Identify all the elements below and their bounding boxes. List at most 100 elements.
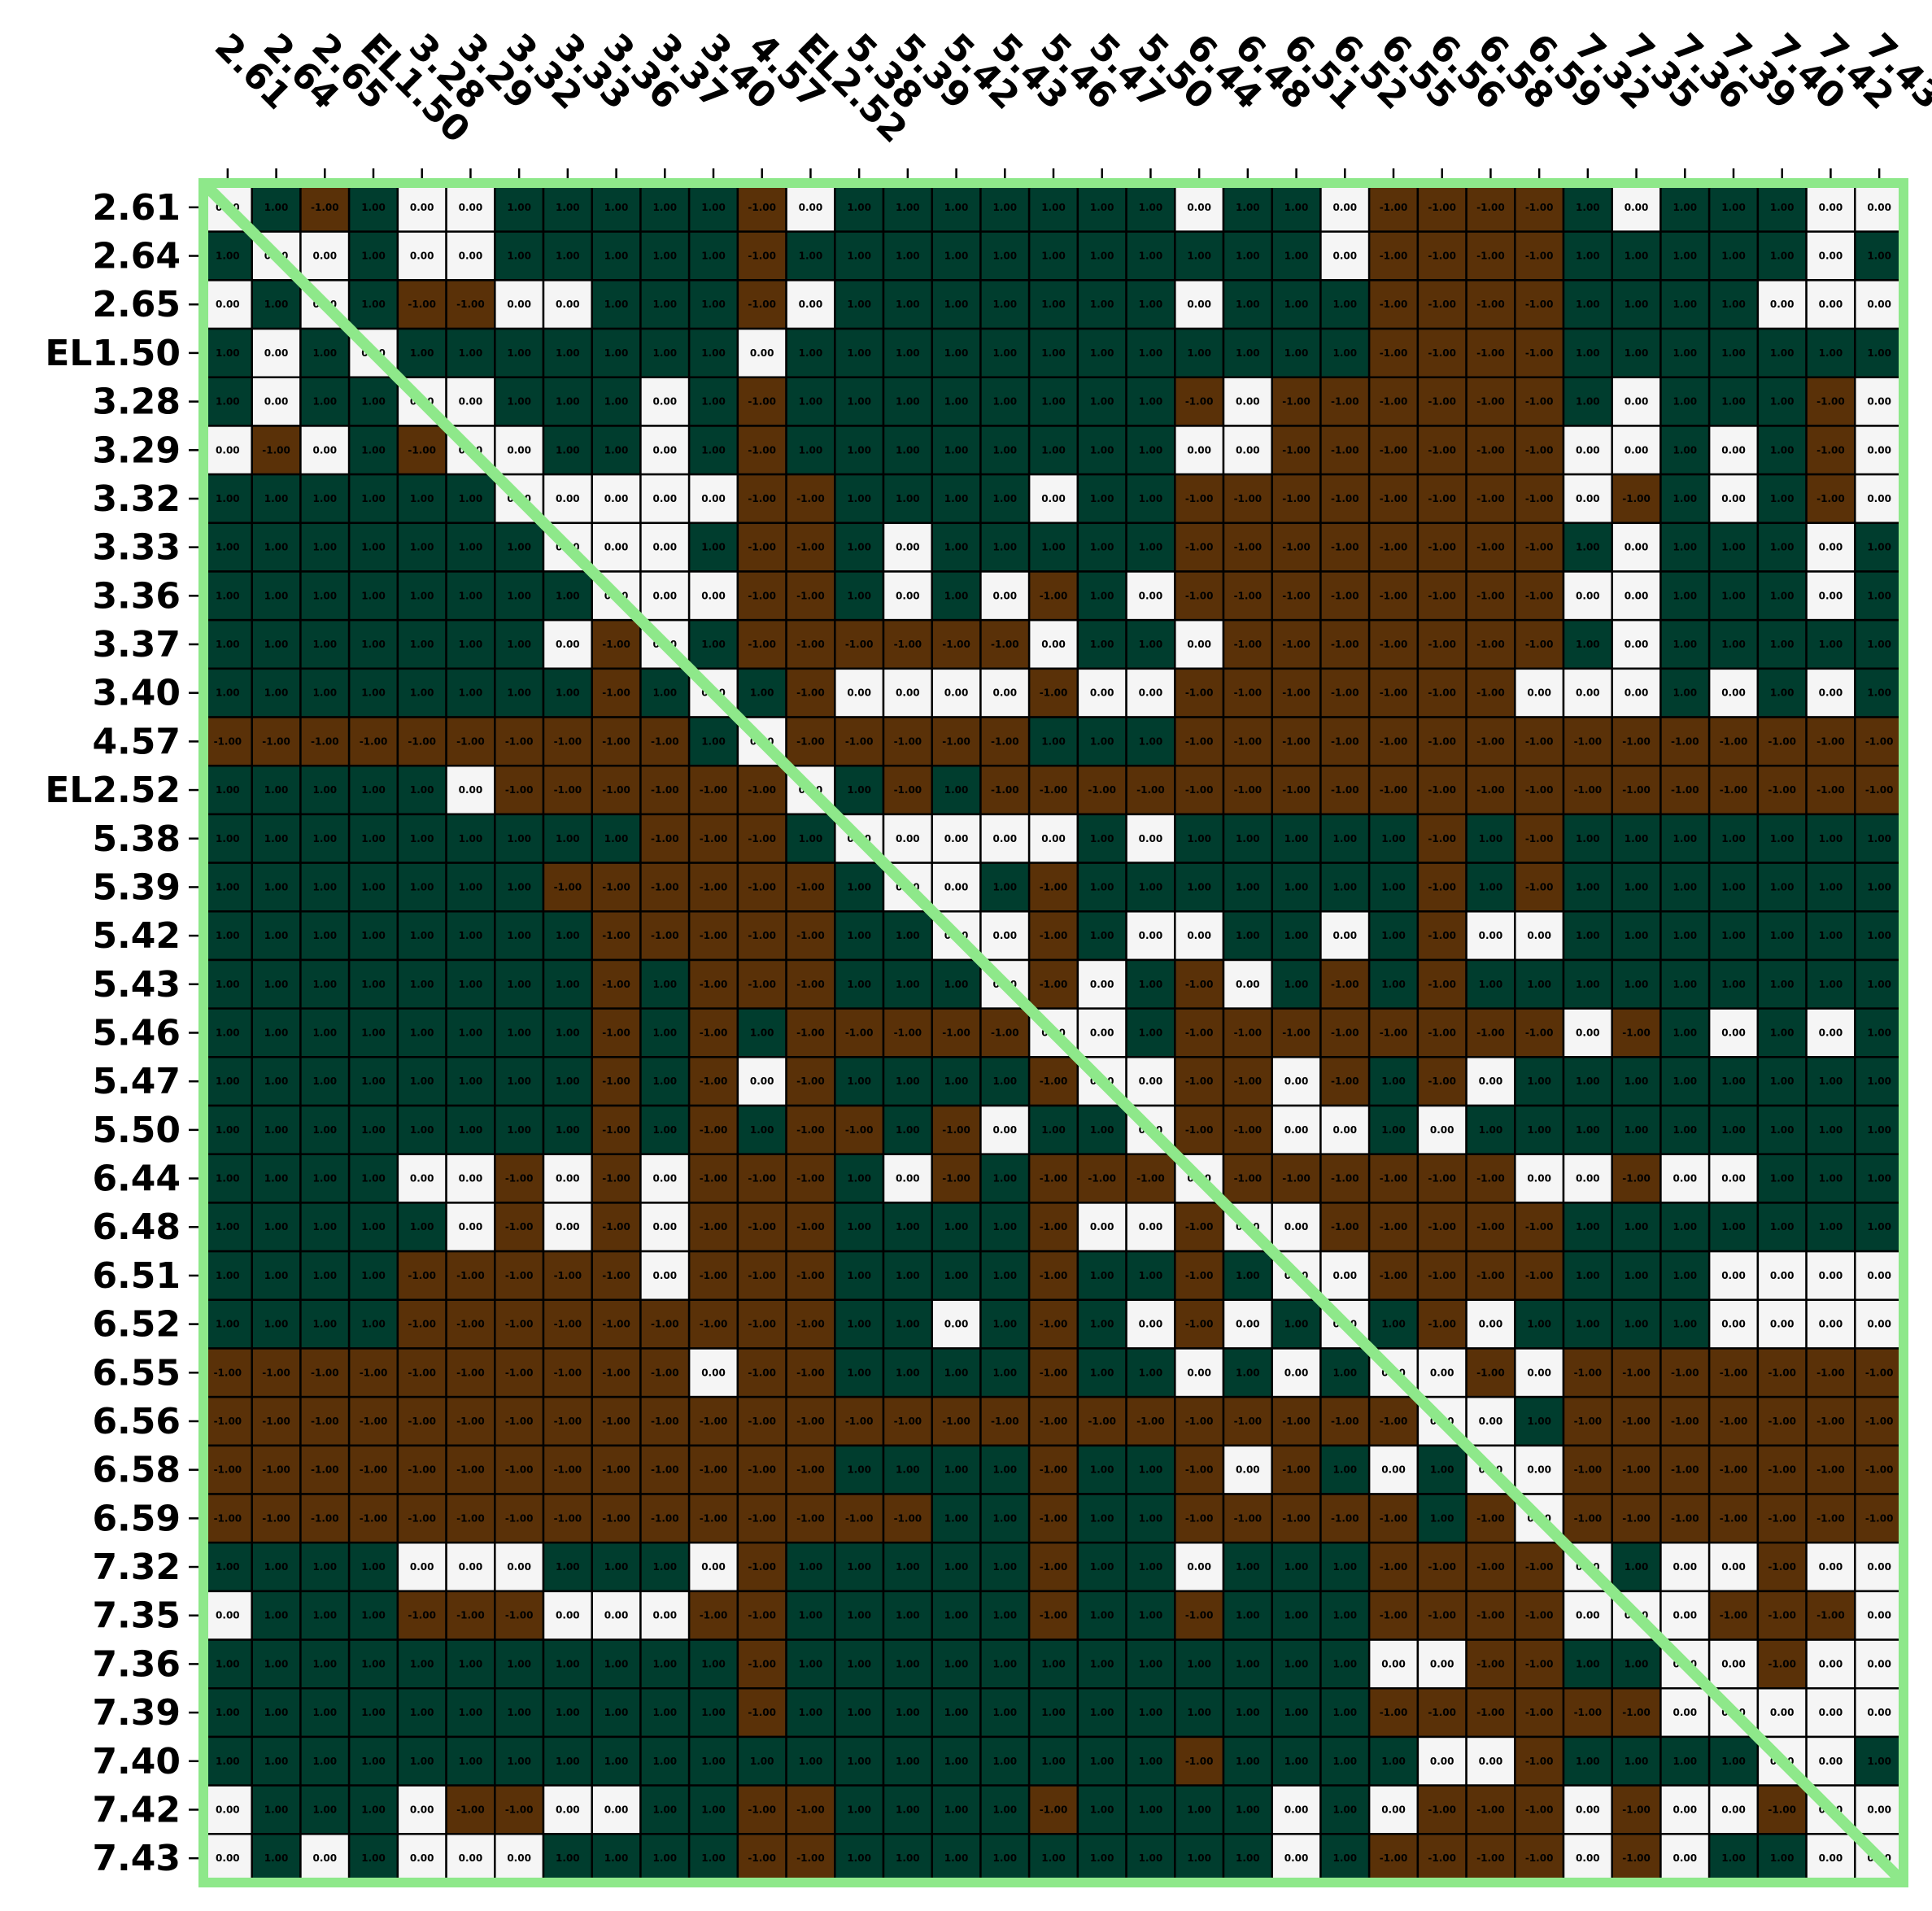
cell-value-label: 1.00 <box>312 979 337 990</box>
cell-value-label: -1.00 <box>651 1512 679 1524</box>
cell-value-label: 1.00 <box>361 1852 386 1864</box>
cell-value-label: 1.00 <box>1625 881 1649 892</box>
cell-value-label: -1.00 <box>1185 1464 1214 1476</box>
cell-value-label: 1.00 <box>459 1027 483 1039</box>
cell-value-label: -1.00 <box>1720 1464 1748 1476</box>
heatmap-cell <box>1465 1687 1516 1739</box>
cell-value-label: -1.00 <box>602 881 630 892</box>
cell-value-label: 1.00 <box>1139 639 1163 650</box>
heatmap-cell <box>347 1298 399 1350</box>
heatmap-cell <box>494 425 545 476</box>
cell-value-label: -1.00 <box>1574 735 1603 747</box>
cell-value-label: -1.00 <box>700 1173 728 1185</box>
cell-value-label: 0.00 <box>1625 639 1649 650</box>
heatmap-cell <box>639 570 691 622</box>
heatmap-cell <box>639 1153 691 1204</box>
cell-value-label: 0.00 <box>1770 1319 1795 1330</box>
cell-value-label: 0.00 <box>1527 1464 1551 1476</box>
cell-value-label: -1.00 <box>1574 1367 1603 1378</box>
cell-value-label: 1.00 <box>1770 1173 1795 1185</box>
cell-value-label: 1.00 <box>264 930 289 941</box>
cell-value-label: 1.00 <box>1090 1561 1114 1573</box>
cell-value-label: -1.00 <box>894 1027 922 1039</box>
heatmap-cell <box>1222 327 1273 378</box>
heatmap-cell <box>882 279 933 330</box>
cell-value-label: 1.00 <box>264 1173 289 1185</box>
heatmap-cell <box>1222 1784 1273 1835</box>
cell-value-label: -1.00 <box>1185 396 1214 408</box>
cell-value-label: 1.00 <box>944 299 969 310</box>
cell-value-label: -1.00 <box>1428 930 1456 941</box>
cell-value-label: -1.00 <box>748 202 776 213</box>
heatmap-cell <box>494 279 545 330</box>
cell-value-label: -1.00 <box>456 1512 485 1524</box>
heatmap-cell <box>591 716 642 767</box>
cell-value-label: 1.00 <box>1819 1173 1843 1185</box>
y-tick-label: 5.42 <box>92 915 181 957</box>
cell-value-label: 1.00 <box>1187 1804 1211 1815</box>
cell-value-label: 1.00 <box>944 1707 969 1718</box>
cell-value-label: 1.00 <box>1576 930 1600 941</box>
cell-value-label: 1.00 <box>1090 1512 1114 1524</box>
cell-value-label: 1.00 <box>361 493 386 504</box>
heatmap-cell <box>494 1153 545 1204</box>
heatmap-cell <box>347 862 399 913</box>
cell-value-label: 0.00 <box>1867 299 1891 310</box>
cell-value-label: -1.00 <box>456 1319 485 1330</box>
heatmap-cell <box>882 1590 933 1641</box>
heatmap-cell <box>736 230 787 281</box>
cell-value-label: 1.00 <box>652 1075 677 1087</box>
cell-value-label: 1.00 <box>1332 1464 1357 1476</box>
cell-value-label: -1.00 <box>700 1027 728 1039</box>
heatmap-cell <box>1514 425 1565 476</box>
cell-value-label: 1.00 <box>1867 1221 1891 1233</box>
cell-value-label: -1.00 <box>1282 590 1311 601</box>
heatmap-cell <box>1271 1104 1322 1155</box>
heatmap-cell <box>445 1395 496 1447</box>
cell-value-label: -1.00 <box>1234 1173 1263 1185</box>
cell-value-label: 1.00 <box>992 202 1017 213</box>
cell-value-label: 1.00 <box>1721 979 1746 990</box>
cell-value-label: 1.00 <box>1187 1852 1211 1864</box>
cell-value-label: -1.00 <box>1428 1707 1456 1718</box>
cell-value-label: 1.00 <box>1721 1756 1746 1767</box>
cell-value-label: 1.00 <box>1041 299 1066 310</box>
cell-value-label: 0.00 <box>410 202 434 213</box>
heatmap-cell <box>834 1395 885 1447</box>
cell-value-label: -1.00 <box>700 1221 728 1233</box>
heatmap-cell <box>834 230 885 281</box>
heatmap-cell <box>542 1638 593 1690</box>
cell-value-label: 1.00 <box>556 202 580 213</box>
cell-value-label: 0.00 <box>1332 1124 1357 1136</box>
cell-value-label: -1.00 <box>1282 444 1311 456</box>
cell-value-label: 1.00 <box>847 493 871 504</box>
cell-value-label: 1.00 <box>1381 881 1406 892</box>
heatmap-cell <box>882 1638 933 1690</box>
cell-value-label: 1.00 <box>992 1707 1017 1718</box>
cell-value-label: -1.00 <box>1476 1221 1505 1233</box>
cell-value-label: 1.00 <box>1236 833 1260 844</box>
cell-value-label: 1.00 <box>216 930 240 941</box>
heatmap-cell <box>1562 862 1613 913</box>
heatmap-cell <box>1076 910 1127 962</box>
heatmap-cell <box>687 473 739 525</box>
cell-value-label: 1.00 <box>604 202 629 213</box>
heatmap-cell <box>1659 1541 1711 1593</box>
heatmap-cell <box>687 1493 739 1544</box>
cell-value-label: 0.00 <box>1381 1464 1406 1476</box>
cell-value-label: -1.00 <box>1622 1852 1651 1864</box>
cell-value-label: -1.00 <box>602 1319 630 1330</box>
heatmap-cell <box>494 1298 545 1350</box>
cell-value-label: 1.00 <box>361 881 386 892</box>
heatmap-cell <box>1707 618 1760 670</box>
cell-value-label: 0.00 <box>459 784 483 796</box>
cell-value-label: 1.00 <box>1332 1852 1357 1864</box>
cell-value-label: 1.00 <box>1332 1707 1357 1718</box>
heatmap-cell <box>1562 376 1613 427</box>
cell-value-label: -1.00 <box>214 1367 242 1378</box>
heatmap-cell <box>931 1833 982 1884</box>
heatmap-cell <box>1854 376 1905 427</box>
cell-value-label: -1.00 <box>1428 1027 1456 1039</box>
cell-value-label: -1.00 <box>748 1416 776 1427</box>
heatmap-cell <box>1707 1202 1760 1253</box>
